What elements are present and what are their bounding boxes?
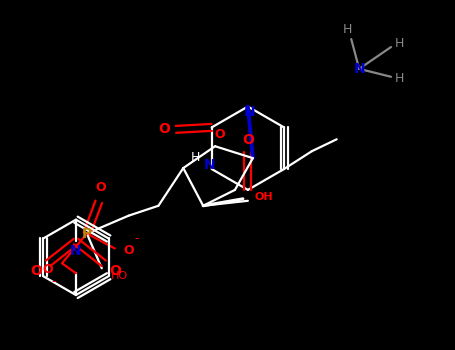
Text: O: O [110,264,121,278]
Text: O: O [242,133,254,147]
Text: H: H [394,72,404,85]
Text: HO: HO [111,271,128,281]
Text: O: O [96,181,106,194]
Text: O: O [30,264,42,278]
Text: O: O [123,244,134,257]
Text: -: - [134,232,139,245]
Text: O: O [43,263,53,276]
Text: OH: OH [254,192,273,202]
Text: H: H [394,36,404,50]
Text: N: N [354,62,365,76]
Text: N: N [204,158,216,172]
Text: N: N [244,105,256,119]
Text: -: - [52,275,56,288]
Text: O: O [158,122,170,136]
Text: O: O [215,128,225,141]
Text: P: P [82,226,92,240]
Text: H: H [343,23,352,36]
Text: N: N [70,244,82,258]
Text: H: H [191,150,201,164]
